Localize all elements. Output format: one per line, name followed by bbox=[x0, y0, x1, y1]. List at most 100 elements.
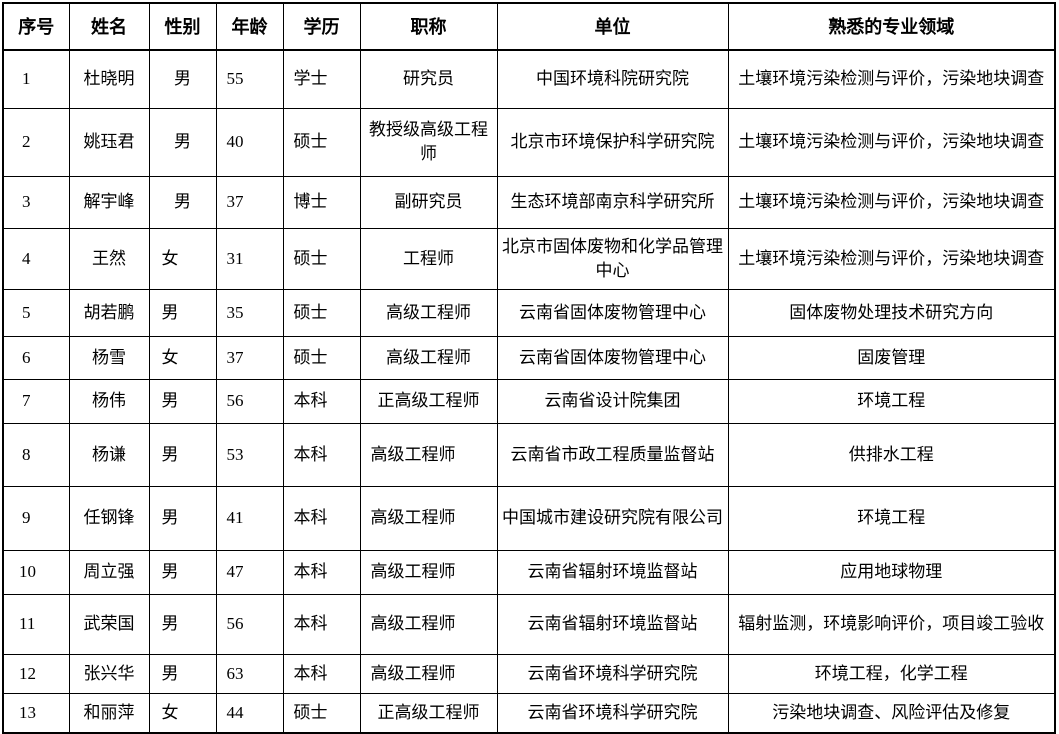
cell-degree: 硕士 bbox=[282, 692, 361, 734]
cell-seq: 9 bbox=[2, 485, 70, 551]
table-row: 12 张兴华男 63 本科 高级工程师 云南省环境科学研究院 环境工程，化学工程 bbox=[2, 653, 1056, 694]
cell-field: 供排水工程 bbox=[727, 422, 1056, 487]
header-degree: 学历 bbox=[282, 2, 361, 51]
cell-unit: 云南省设计院集团 bbox=[496, 378, 729, 424]
cell-age: 55 bbox=[215, 49, 284, 109]
cell-unit: 云南省市政工程质量监督站 bbox=[496, 422, 729, 487]
cell-seq: 8 bbox=[2, 422, 70, 487]
header-title: 职称 bbox=[359, 2, 498, 51]
cell-field: 固废管理 bbox=[727, 335, 1056, 380]
cell-name: 杜晓明 bbox=[68, 49, 150, 109]
cell-title: 工程师 bbox=[359, 227, 498, 290]
cell-title: 研究员 bbox=[359, 49, 498, 109]
cell-field: 环境工程，化学工程 bbox=[727, 653, 1056, 694]
cell-field: 应用地球物理 bbox=[727, 549, 1056, 595]
cell-seq: 2 bbox=[2, 107, 70, 177]
cell-field: 环境工程 bbox=[727, 485, 1056, 551]
cell-name: 杨伟 bbox=[68, 378, 150, 424]
cell-gender: 女 bbox=[148, 335, 217, 380]
header-field: 熟悉的专业领域 bbox=[727, 2, 1056, 51]
cell-age: 44 bbox=[215, 692, 284, 734]
header-row: 序号 姓名 性别 年龄 学历 职称 单位 熟悉的专业领域 bbox=[2, 2, 1056, 51]
table-row: 7 杨伟男 56 本科 正高级工程师 云南省设计院集团 环境工程 bbox=[2, 378, 1056, 424]
cell-gender: 女 bbox=[148, 227, 217, 290]
cell-gender: 男 bbox=[148, 593, 217, 655]
cell-gender: 男 bbox=[148, 175, 217, 229]
cell-degree: 学士 bbox=[282, 49, 361, 109]
cell-gender: 男 bbox=[148, 107, 217, 177]
cell-name: 任钢锋 bbox=[68, 485, 150, 551]
cell-gender: 男 bbox=[148, 485, 217, 551]
cell-title: 高级工程师 bbox=[359, 335, 498, 380]
cell-degree: 硕士 bbox=[282, 335, 361, 380]
cell-field: 辐射监测，环境影响评价，项目竣工验收 bbox=[727, 593, 1056, 655]
cell-title: 高级工程师 bbox=[359, 288, 498, 337]
cell-unit: 中国环境科院研究院 bbox=[496, 49, 729, 109]
cell-seq: 7 bbox=[2, 378, 70, 424]
cell-degree: 本科 bbox=[282, 422, 361, 487]
cell-age: 47 bbox=[215, 549, 284, 595]
cell-title: 高级工程师 bbox=[359, 653, 498, 694]
cell-title: 教授级高级工程师 bbox=[359, 107, 498, 177]
header-seq: 序号 bbox=[2, 2, 70, 51]
cell-field: 环境工程 bbox=[727, 378, 1056, 424]
cell-degree: 硕士 bbox=[282, 107, 361, 177]
cell-name: 周立强 bbox=[68, 549, 150, 595]
cell-age: 56 bbox=[215, 378, 284, 424]
cell-seq: 3 bbox=[2, 175, 70, 229]
cell-age: 37 bbox=[215, 175, 284, 229]
cell-gender: 男 bbox=[148, 49, 217, 109]
cell-field: 土壤环境污染检测与评价，污染地块调查 bbox=[727, 175, 1056, 229]
cell-name: 姚珏君 bbox=[68, 107, 150, 177]
cell-name: 杨谦 bbox=[68, 422, 150, 487]
cell-title: 高级工程师 bbox=[359, 485, 498, 551]
cell-field: 土壤环境污染检测与评价，污染地块调查 bbox=[727, 107, 1056, 177]
table-row: 8 杨谦男 53 本科 高级工程师 云南省市政工程质量监督站 供排水工程 bbox=[2, 422, 1056, 487]
cell-age: 53 bbox=[215, 422, 284, 487]
cell-age: 41 bbox=[215, 485, 284, 551]
cell-age: 37 bbox=[215, 335, 284, 380]
cell-unit: 云南省固体废物管理中心 bbox=[496, 288, 729, 337]
table-row: 13 和丽萍女 44 硕士 正高级工程师 云南省环境科学研究院 污染地块调查、风险评估及修复 bbox=[2, 692, 1056, 734]
cell-unit: 云南省环境科学研究院 bbox=[496, 692, 729, 734]
cell-unit: 生态环境部南京科学研究所 bbox=[496, 175, 729, 229]
cell-gender: 男 bbox=[148, 378, 217, 424]
cell-degree: 本科 bbox=[282, 485, 361, 551]
cell-unit: 云南省环境科学研究院 bbox=[496, 653, 729, 694]
cell-field: 固体废物处理技术研究方向 bbox=[727, 288, 1056, 337]
cell-title: 高级工程师 bbox=[359, 549, 498, 595]
header-gender: 性别 bbox=[148, 2, 217, 51]
cell-degree: 本科 bbox=[282, 653, 361, 694]
cell-name: 张兴华 bbox=[68, 653, 150, 694]
cell-title: 高级工程师 bbox=[359, 593, 498, 655]
cell-age: 63 bbox=[215, 653, 284, 694]
header-age: 年龄 bbox=[215, 2, 284, 51]
cell-degree: 本科 bbox=[282, 549, 361, 595]
cell-name: 杨雪 bbox=[68, 335, 150, 380]
cell-age: 40 bbox=[215, 107, 284, 177]
cell-unit: 北京市环境保护科学研究院 bbox=[496, 107, 729, 177]
cell-field: 土壤环境污染检测与评价，污染地块调查 bbox=[727, 227, 1056, 290]
cell-gender: 女 bbox=[148, 692, 217, 734]
cell-title: 正高级工程师 bbox=[359, 692, 498, 734]
cell-field: 土壤环境污染检测与评价，污染地块调查 bbox=[727, 49, 1056, 109]
cell-unit: 中国城市建设研究院有限公司 bbox=[496, 485, 729, 551]
table-row: 1 杜晓明男 55 学士 研究员 中国环境科院研究院 土壤环境污染检测与评价，污染地块调查 bbox=[2, 49, 1056, 109]
table-row: 5 胡若鹏男 35 硕士 高级工程师 云南省固体废物管理中心 固体废物处理技术研究方向 bbox=[2, 288, 1056, 337]
cell-seq: 10 bbox=[2, 549, 70, 595]
table-row: 2 姚珏君男 40 硕士 教授级高级工程师 北京市环境保护科学研究院 土壤环境污染检测与评价… bbox=[2, 107, 1056, 177]
cell-gender: 男 bbox=[148, 653, 217, 694]
cell-degree: 博士 bbox=[282, 175, 361, 229]
cell-age: 35 bbox=[215, 288, 284, 337]
table-row: 4 王然女 31 硕士 工程师 北京市固体废物和化学品管理中心 土壤环境污染检测与评价，污染… bbox=[2, 227, 1056, 290]
cell-unit: 云南省固体废物管理中心 bbox=[496, 335, 729, 380]
cell-name: 王然 bbox=[68, 227, 150, 290]
cell-seq: 11 bbox=[2, 593, 70, 655]
cell-unit: 云南省辐射环境监督站 bbox=[496, 593, 729, 655]
cell-seq: 1 bbox=[2, 49, 70, 109]
cell-degree: 硕士 bbox=[282, 227, 361, 290]
cell-age: 56 bbox=[215, 593, 284, 655]
header-name: 姓名 bbox=[68, 2, 150, 51]
cell-field: 污染地块调查、风险评估及修复 bbox=[727, 692, 1056, 734]
